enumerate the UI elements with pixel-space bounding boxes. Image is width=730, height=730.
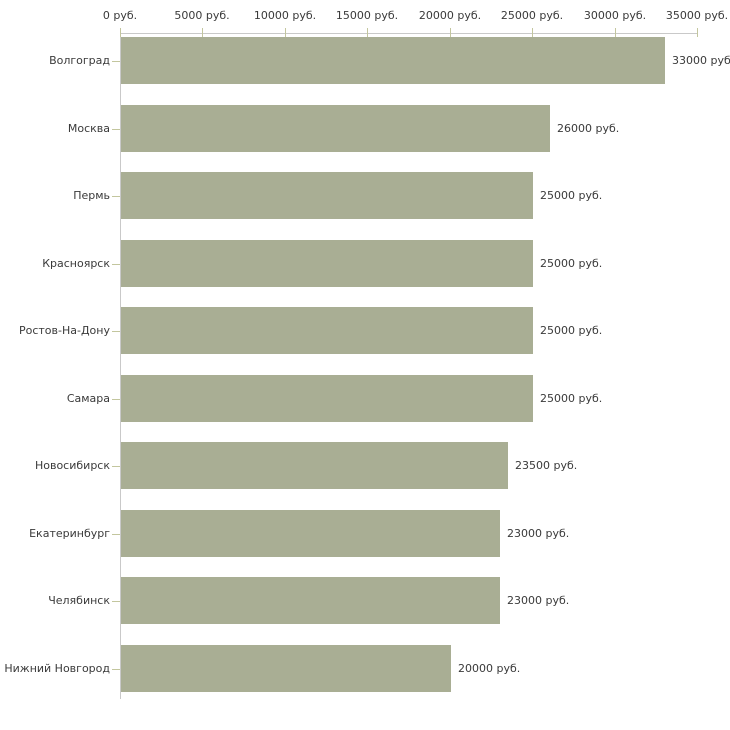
category-tick-mark	[112, 669, 120, 670]
bar	[121, 442, 508, 489]
bar	[121, 240, 533, 287]
category-label: Волгоград	[49, 54, 110, 67]
value-label: 25000 руб.	[540, 392, 603, 405]
bar	[121, 105, 550, 152]
value-label: 23000 руб.	[507, 527, 570, 540]
category-tick-mark	[112, 399, 120, 400]
value-label: 33000 руб	[672, 54, 730, 67]
category-tick-mark	[112, 601, 120, 602]
category-label: Челябинск	[48, 594, 110, 607]
category-tick-mark	[112, 129, 120, 130]
x-axis-tick-mark	[697, 28, 698, 37]
value-label: 25000 руб.	[540, 189, 603, 202]
x-axis-tick-label: 15000 руб.	[335, 9, 399, 22]
x-axis-tick-mark	[532, 28, 533, 37]
value-label: 25000 руб.	[540, 257, 603, 270]
x-axis-tick-mark	[202, 28, 203, 37]
bar	[121, 510, 500, 557]
category-label: Ростов-На-Дону	[18, 324, 110, 337]
category-label: Нижний Новгород	[4, 662, 110, 675]
bar	[121, 37, 665, 84]
value-label: 26000 руб.	[557, 122, 620, 135]
x-axis-tick-label: 30000 руб.	[583, 9, 647, 22]
category-tick-mark	[112, 466, 120, 467]
x-axis-tick-mark	[120, 28, 121, 37]
x-axis-tick-mark	[367, 28, 368, 37]
category-tick-mark	[112, 331, 120, 332]
category-label: Красноярск	[42, 257, 110, 270]
category-label: Самара	[66, 392, 110, 405]
x-axis-tick-label: 20000 руб.	[418, 9, 482, 22]
x-axis-tick-label: 5000 руб.	[174, 9, 230, 22]
x-axis-tick-label: 25000 руб.	[500, 9, 564, 22]
bar	[121, 375, 533, 422]
category-label: Москва	[67, 122, 110, 135]
bar	[121, 577, 500, 624]
bar	[121, 307, 533, 354]
x-axis-tick-mark	[285, 28, 286, 37]
category-label: Пермь	[73, 189, 110, 202]
category-label: Новосибирск	[34, 459, 110, 472]
x-axis-tick-mark	[615, 28, 616, 37]
value-label: 23500 руб.	[515, 459, 578, 472]
category-label: Екатеринбург	[29, 527, 110, 540]
category-tick-mark	[112, 264, 120, 265]
x-axis-tick-label: 35000 руб.	[665, 9, 729, 22]
x-axis-line	[120, 33, 698, 34]
bar	[121, 645, 451, 692]
value-label: 23000 руб.	[507, 594, 570, 607]
category-tick-mark	[112, 61, 120, 62]
y-axis-line	[120, 33, 121, 699]
bar	[121, 172, 533, 219]
value-label: 25000 руб.	[540, 324, 603, 337]
category-tick-mark	[112, 534, 120, 535]
value-label: 20000 руб.	[458, 662, 521, 675]
category-tick-mark	[112, 196, 120, 197]
x-axis-tick-label: 10000 руб.	[253, 9, 317, 22]
x-axis-tick-label: 0 руб.	[102, 9, 138, 22]
x-axis-tick-mark	[450, 28, 451, 37]
